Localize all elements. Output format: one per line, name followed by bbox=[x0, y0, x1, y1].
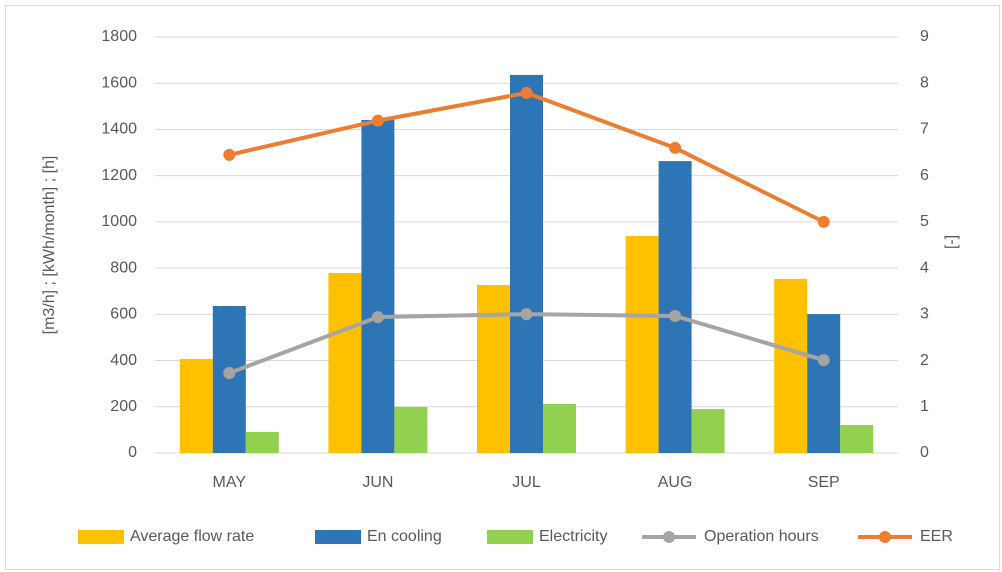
y2-tick-label: 8 bbox=[920, 74, 929, 91]
y-tick-label: 600 bbox=[110, 306, 137, 323]
line-marker bbox=[520, 308, 533, 321]
bar bbox=[328, 272, 362, 453]
bar bbox=[212, 306, 246, 453]
legend-swatch bbox=[78, 530, 124, 544]
bar bbox=[807, 314, 841, 453]
y2-tick-label: 3 bbox=[920, 306, 929, 323]
y-tick-label: 400 bbox=[110, 352, 137, 369]
bar bbox=[625, 235, 659, 453]
y2-tick-label: 7 bbox=[920, 121, 929, 138]
x-tick-label: JUN bbox=[362, 474, 393, 491]
legend-swatch bbox=[487, 530, 533, 544]
line-marker bbox=[371, 311, 384, 324]
y2-axis-label: [-] bbox=[944, 235, 961, 249]
y2-tick-label: 2 bbox=[920, 352, 929, 369]
y-tick-label: 1200 bbox=[101, 167, 137, 184]
bar bbox=[691, 409, 725, 453]
bar bbox=[658, 161, 692, 453]
y2-tick-label: 1 bbox=[920, 398, 929, 415]
y-tick-label: 1400 bbox=[101, 121, 137, 138]
bar bbox=[477, 284, 510, 453]
legend-label: Average flow rate bbox=[130, 528, 254, 545]
x-tick-label: SEP bbox=[808, 474, 840, 491]
y2-tick-label: 5 bbox=[920, 213, 929, 230]
x-tick-label: JUL bbox=[512, 474, 541, 491]
y-tick-label: 1000 bbox=[101, 213, 137, 230]
legend-label: Electricity bbox=[539, 528, 607, 545]
line-marker bbox=[223, 148, 236, 161]
y-tick-label: 1600 bbox=[101, 74, 137, 91]
y2-tick-label: 0 bbox=[920, 444, 929, 461]
bar bbox=[774, 278, 808, 453]
line-marker bbox=[669, 141, 682, 154]
y-tick-label: 1800 bbox=[101, 28, 137, 45]
bar bbox=[179, 358, 213, 453]
line-marker bbox=[817, 354, 830, 367]
x-tick-label: AUG bbox=[658, 474, 693, 491]
bar bbox=[543, 404, 576, 453]
y2-tick-label: 4 bbox=[920, 259, 929, 276]
line-marker bbox=[223, 367, 236, 380]
bar bbox=[361, 119, 395, 454]
y-tick-label: 800 bbox=[110, 259, 137, 276]
line-marker bbox=[520, 86, 533, 99]
y2-tick-label: 6 bbox=[920, 167, 929, 184]
bar bbox=[510, 74, 543, 453]
bar bbox=[245, 431, 279, 453]
line-marker bbox=[669, 309, 682, 322]
legend-label: EER bbox=[920, 528, 953, 545]
bar bbox=[840, 425, 874, 453]
y2-tick-label: 9 bbox=[920, 28, 929, 45]
legend-swatch bbox=[879, 531, 891, 543]
legend-swatch bbox=[315, 530, 361, 544]
legend-label: En cooling bbox=[367, 528, 442, 545]
legend-label: Operation hours bbox=[704, 528, 819, 545]
x-tick-label: MAY bbox=[213, 474, 247, 491]
line-marker bbox=[371, 114, 384, 127]
y-tick-label: 200 bbox=[110, 398, 137, 415]
y-axis-label: [m3/h] ; [kWh/month] ; [h] bbox=[41, 156, 58, 335]
bar bbox=[394, 407, 428, 453]
y-tick-label: 0 bbox=[128, 444, 137, 461]
legend-swatch bbox=[663, 531, 675, 543]
line-marker bbox=[817, 215, 830, 228]
